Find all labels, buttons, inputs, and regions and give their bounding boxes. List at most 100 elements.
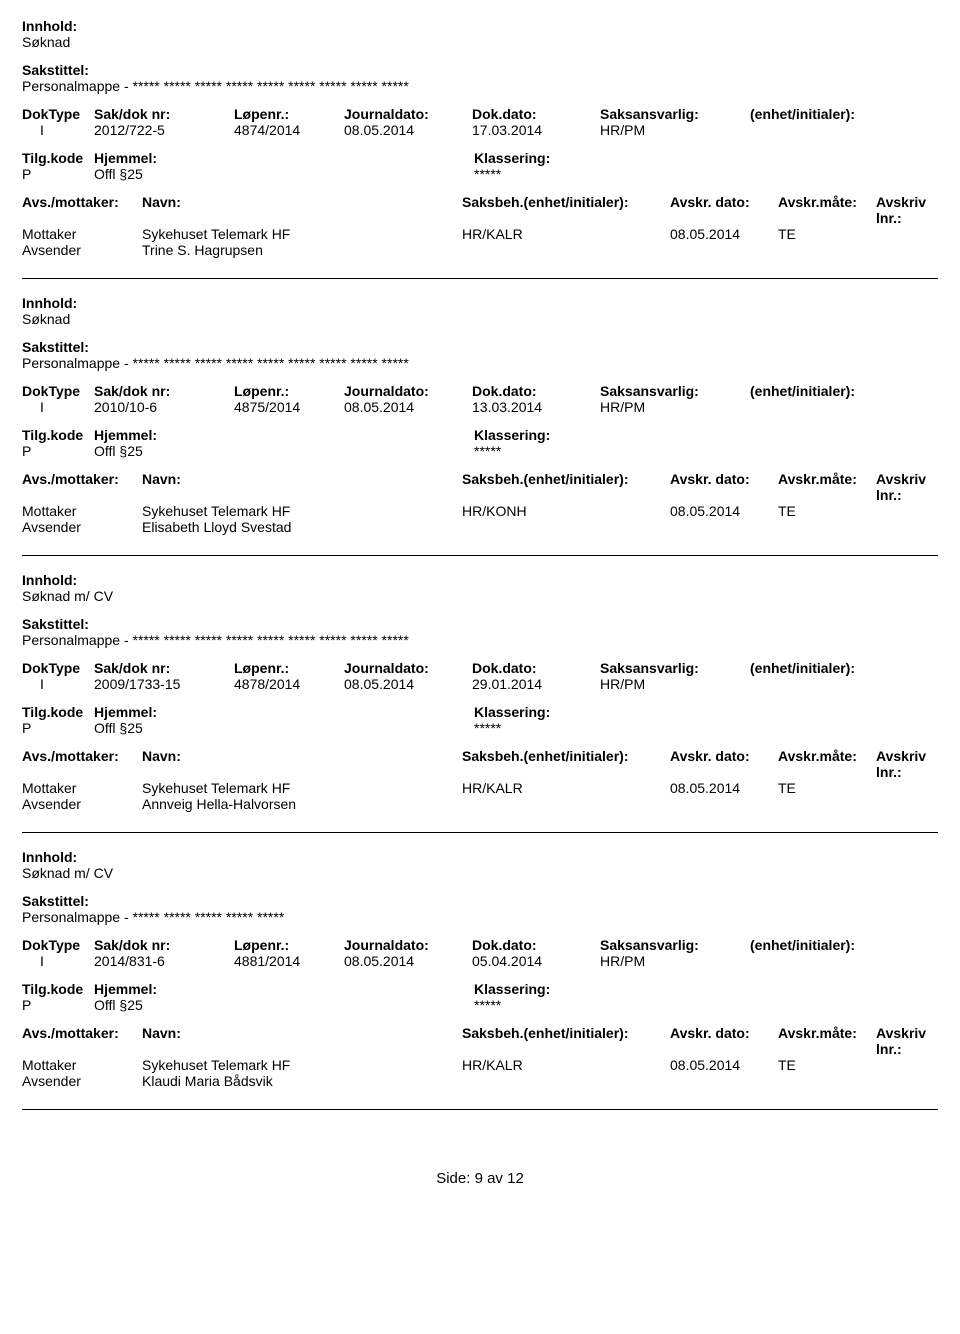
sakdok-value: 2014/831-6 [94,953,234,969]
party-avskr-mate: TE [778,503,876,519]
party-row: Avsender Annveig Hella-Halvorsen [22,796,938,812]
page-footer: Side: 9 av 12 [22,1170,938,1187]
enhet-initialer-value [750,399,938,415]
sakstittel-value: Personalmappe - ***** ***** ***** ***** … [22,909,938,925]
saksansvarlig-value: HR/PM [600,399,750,415]
doktype-label: DokType [22,660,94,676]
navn-label: Navn: [142,748,462,780]
lopenr-value: 4874/2014 [234,122,344,138]
sakstittel-label: Sakstittel: [22,339,938,355]
party-row: Mottaker Sykehuset Telemark HF HR/KONH 0… [22,503,938,519]
party-role: Avsender [22,796,142,812]
tilgkode-value: P [22,166,94,182]
journal-entry: Innhold: Søknad m/ CV Sakstittel: Person… [22,572,938,833]
enhet-initialer-value [750,676,938,692]
dokdato-value: 17.03.2014 [472,122,600,138]
party-name: Annveig Hella-Halvorsen [142,796,462,812]
tilgkode-value: P [22,443,94,459]
party-avskr-mate: TE [778,780,876,796]
enhet-initialer-label: (enhet/initialer): [750,383,938,399]
journal-entry: Innhold: Søknad Sakstittel: Personalmapp… [22,18,938,279]
journaldato-label: Journaldato: [344,106,472,122]
enhet-initialer-label: (enhet/initialer): [750,106,938,122]
hjemmel-label: Hjemmel: [94,981,474,997]
sakdok-label: Sak/dok nr: [94,106,234,122]
hjemmel-label: Hjemmel: [94,704,474,720]
avskriv-lnr-label: Avskriv lnr.: [876,1025,938,1057]
parties-list: Mottaker Sykehuset Telemark HF HR/KALR 0… [22,780,938,812]
saksansvarlig-label: Saksansvarlig: [600,937,750,953]
party-role: Avsender [22,242,142,258]
avskriv-lnr-label: Avskriv lnr.: [876,748,938,780]
footer-side-label: Side: [436,1170,470,1187]
tilgkode-label: Tilg.kode [22,427,94,443]
party-saksbeh: HR/KALR [462,780,670,796]
hjemmel-label: Hjemmel: [94,427,474,443]
avskr-dato-label: Avskr. dato: [670,471,778,503]
party-name: Sykehuset Telemark HF [142,226,462,242]
saksansvarlig-label: Saksansvarlig: [600,106,750,122]
klassering-value: ***** [474,720,938,736]
innhold-value: Søknad [22,311,938,327]
klassering-value: ***** [474,997,938,1013]
party-row: Avsender Trine S. Hagrupsen [22,242,938,258]
innhold-label: Innhold: [22,295,938,311]
footer-page: 9 [475,1170,483,1187]
doktype-label: DokType [22,106,94,122]
dokdato-value: 13.03.2014 [472,399,600,415]
party-name: Sykehuset Telemark HF [142,780,462,796]
avskr-mate-label: Avskr.måte: [778,1025,876,1057]
journal-entry: Innhold: Søknad Sakstittel: Personalmapp… [22,295,938,556]
tilgkode-value: P [22,720,94,736]
lopenr-value: 4878/2014 [234,676,344,692]
innhold-label: Innhold: [22,18,938,34]
party-role: Avsender [22,519,142,535]
klassering-label: Klassering: [474,427,938,443]
party-saksbeh: HR/KONH [462,503,670,519]
klassering-value: ***** [474,166,938,182]
party-name: Sykehuset Telemark HF [142,1057,462,1073]
tilgkode-label: Tilg.kode [22,704,94,720]
party-saksbeh [462,242,670,258]
klassering-label: Klassering: [474,981,938,997]
lopenr-label: Løpenr.: [234,383,344,399]
sakstittel-label: Sakstittel: [22,62,938,78]
hjemmel-value: Offl §25 [94,443,474,459]
lopenr-label: Løpenr.: [234,660,344,676]
avskr-dato-label: Avskr. dato: [670,1025,778,1057]
party-row: Avsender Elisabeth Lloyd Svestad [22,519,938,535]
parties-list: Mottaker Sykehuset Telemark HF HR/KALR 0… [22,1057,938,1089]
sakdok-value: 2010/10-6 [94,399,234,415]
lopenr-label: Løpenr.: [234,937,344,953]
doktype-value: I [22,122,94,138]
enhet-initialer-label: (enhet/initialer): [750,937,938,953]
saksansvarlig-value: HR/PM [600,953,750,969]
saksbeh-label: Saksbeh.(enhet/initialer): [462,1025,670,1057]
party-row: Mottaker Sykehuset Telemark HF HR/KALR 0… [22,226,938,242]
party-row: Mottaker Sykehuset Telemark HF HR/KALR 0… [22,1057,938,1073]
avskriv-lnr-label: Avskriv lnr.: [876,194,938,226]
saksbeh-label: Saksbeh.(enhet/initialer): [462,194,670,226]
avskr-dato-label: Avskr. dato: [670,194,778,226]
enhet-initialer-label: (enhet/initialer): [750,660,938,676]
party-avskr-dato [670,519,778,535]
dokdato-label: Dok.dato: [472,660,600,676]
klassering-label: Klassering: [474,150,938,166]
doktype-value: I [22,399,94,415]
saksansvarlig-value: HR/PM [600,676,750,692]
saksansvarlig-label: Saksansvarlig: [600,383,750,399]
innhold-value: Søknad m/ CV [22,588,938,604]
party-role: Avsender [22,1073,142,1089]
journaldato-value: 08.05.2014 [344,676,472,692]
footer-total: 12 [507,1170,524,1187]
party-name: Sykehuset Telemark HF [142,503,462,519]
saksbeh-label: Saksbeh.(enhet/initialer): [462,748,670,780]
tilgkode-label: Tilg.kode [22,150,94,166]
party-name: Klaudi Maria Bådsvik [142,1073,462,1089]
tilgkode-value: P [22,997,94,1013]
avs-mottaker-label: Avs./mottaker: [22,1025,142,1057]
saksbeh-label: Saksbeh.(enhet/initialer): [462,471,670,503]
doktype-label: DokType [22,937,94,953]
party-avskr-mate: TE [778,1057,876,1073]
party-avskr-dato: 08.05.2014 [670,226,778,242]
